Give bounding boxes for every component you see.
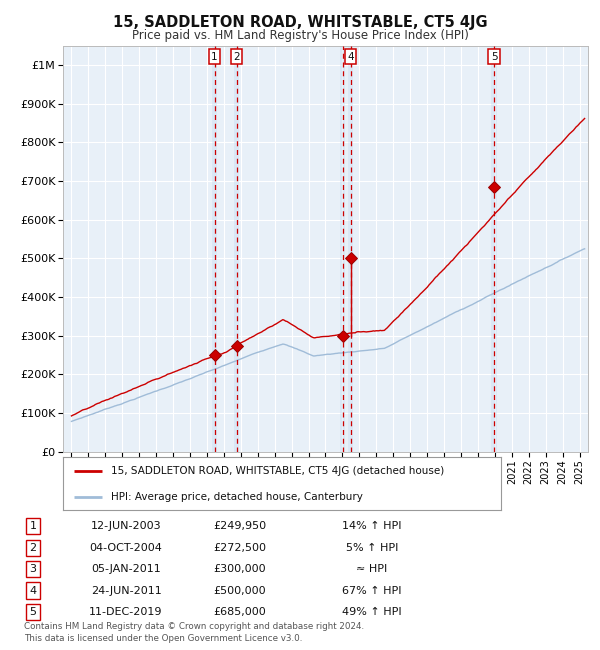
Text: 2: 2 xyxy=(233,51,240,62)
Text: 15, SADDLETON ROAD, WHITSTABLE, CT5 4JG (detached house): 15, SADDLETON ROAD, WHITSTABLE, CT5 4JG … xyxy=(111,466,445,476)
Text: £685,000: £685,000 xyxy=(214,607,266,617)
Bar xyxy=(212,46,217,452)
Bar xyxy=(348,46,353,452)
Text: 14% ↑ HPI: 14% ↑ HPI xyxy=(342,521,402,531)
Text: 5: 5 xyxy=(29,607,37,617)
Text: ≈ HPI: ≈ HPI xyxy=(356,564,388,574)
Text: £500,000: £500,000 xyxy=(214,586,266,595)
Text: 15, SADDLETON ROAD, WHITSTABLE, CT5 4JG: 15, SADDLETON ROAD, WHITSTABLE, CT5 4JG xyxy=(113,15,487,30)
Text: 04-OCT-2004: 04-OCT-2004 xyxy=(89,543,163,552)
Text: 5: 5 xyxy=(491,51,497,62)
Text: 1: 1 xyxy=(29,521,37,531)
Bar xyxy=(340,46,346,452)
Text: 12-JUN-2003: 12-JUN-2003 xyxy=(91,521,161,531)
Text: 49% ↑ HPI: 49% ↑ HPI xyxy=(342,607,402,617)
Text: HPI: Average price, detached house, Canterbury: HPI: Average price, detached house, Cant… xyxy=(111,492,363,502)
Bar xyxy=(234,46,239,452)
Text: Contains HM Land Registry data © Crown copyright and database right 2024.
This d: Contains HM Land Registry data © Crown c… xyxy=(24,622,364,643)
Text: Price paid vs. HM Land Registry's House Price Index (HPI): Price paid vs. HM Land Registry's House … xyxy=(131,29,469,42)
Text: 1: 1 xyxy=(211,51,218,62)
Text: 11-DEC-2019: 11-DEC-2019 xyxy=(89,607,163,617)
Text: 67% ↑ HPI: 67% ↑ HPI xyxy=(342,586,402,595)
Text: 3: 3 xyxy=(29,564,37,574)
Text: 05-JAN-2011: 05-JAN-2011 xyxy=(91,564,161,574)
Text: 24-JUN-2011: 24-JUN-2011 xyxy=(91,586,161,595)
Text: 4: 4 xyxy=(347,51,354,62)
Text: £272,500: £272,500 xyxy=(214,543,266,552)
Bar xyxy=(491,46,497,452)
Text: £300,000: £300,000 xyxy=(214,564,266,574)
Text: 4: 4 xyxy=(29,586,37,595)
Text: £249,950: £249,950 xyxy=(214,521,266,531)
Text: 5% ↑ HPI: 5% ↑ HPI xyxy=(346,543,398,552)
Text: 2: 2 xyxy=(29,543,37,552)
